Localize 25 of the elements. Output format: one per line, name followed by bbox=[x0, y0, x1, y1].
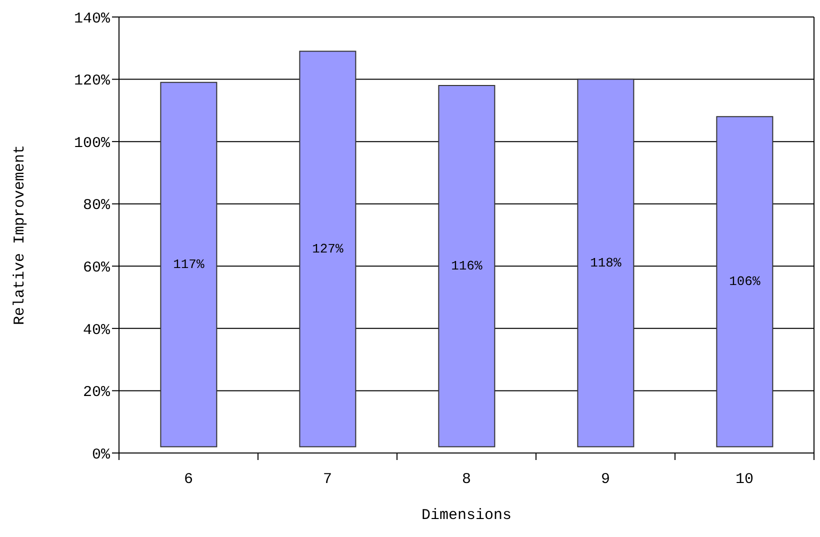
y-axis-title: Relative Improvement bbox=[11, 144, 28, 326]
y-tick-label: 20% bbox=[82, 384, 111, 402]
data-label: 127% bbox=[312, 242, 344, 257]
data-label: 117% bbox=[173, 257, 204, 272]
data-label: 106% bbox=[729, 274, 760, 290]
x-tick-label: 10 bbox=[735, 471, 754, 488]
y-tick-label: 80% bbox=[82, 197, 111, 214]
bar bbox=[160, 82, 218, 448]
y-tick-label: 120% bbox=[74, 72, 111, 90]
x-tick-label: 7 bbox=[322, 471, 332, 488]
y-tick-label: 140% bbox=[74, 10, 111, 28]
data-label: 116% bbox=[451, 258, 482, 274]
bar bbox=[299, 50, 356, 448]
y-tick-label: 0% bbox=[92, 446, 111, 464]
y-tick-label: 40% bbox=[82, 322, 111, 339]
x-tick-label: 8 bbox=[462, 471, 472, 488]
bar bbox=[577, 78, 634, 448]
y-tick-label: 100% bbox=[74, 134, 111, 152]
bar bbox=[438, 85, 496, 448]
x-tick-label: 9 bbox=[600, 471, 610, 488]
data-label: 118% bbox=[590, 256, 622, 271]
bar bbox=[716, 116, 774, 448]
x-axis-title: Dimensions bbox=[421, 507, 512, 524]
x-tick-label: 6 bbox=[184, 471, 194, 488]
y-tick-label: 60% bbox=[82, 259, 111, 276]
